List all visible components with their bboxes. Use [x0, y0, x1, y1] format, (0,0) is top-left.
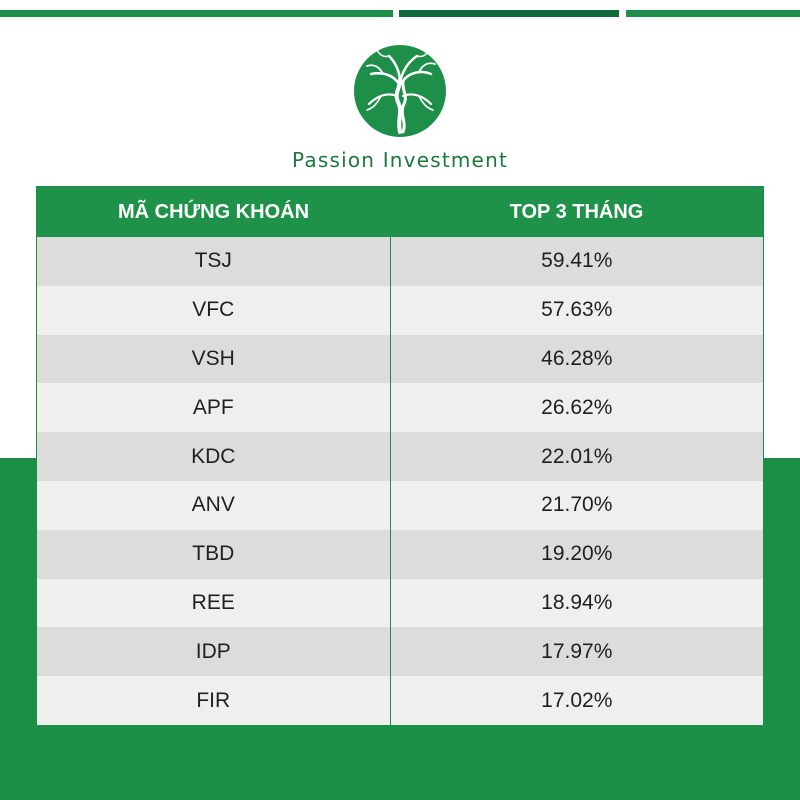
- performance-cell: 18.94%: [541, 590, 613, 614]
- table-row: VSH 46.28%: [37, 334, 763, 384]
- table-row: ANV 21.70%: [37, 480, 763, 530]
- table-row: APF 26.62%: [37, 383, 763, 433]
- brand-name: Passion Investment: [292, 148, 508, 172]
- performance-cell: 17.97%: [541, 639, 613, 663]
- stock-table: MÃ CHỨNG KHOÁN TOP 3 THÁNG TSJ 59.41% VF…: [36, 186, 764, 725]
- stock-code-cell: APF: [37, 383, 391, 433]
- performance-cell: 22.01%: [541, 444, 613, 468]
- stock-code-cell: ANV: [37, 480, 391, 530]
- performance-cell: 59.41%: [541, 249, 613, 273]
- tree-logo-icon: [354, 45, 446, 137]
- header-stock-code: MÃ CHỨNG KHOÁN: [117, 200, 310, 223]
- table-row: TBD 19.20%: [37, 529, 763, 579]
- stock-code-cell: TSJ: [37, 237, 391, 286]
- stock-code-cell: KDC: [37, 432, 391, 481]
- stock-code-cell: IDP: [37, 627, 391, 677]
- table-row: FIR 17.02%: [37, 676, 763, 725]
- top-decor-bars: [0, 10, 800, 18]
- performance-cell: 46.28%: [541, 346, 613, 370]
- performance-cell: 57.63%: [541, 298, 613, 322]
- stock-code-cell: TBD: [37, 529, 391, 579]
- performance-cell: 21.70%: [541, 493, 613, 517]
- stock-code-cell: VSH: [37, 334, 391, 384]
- table-row: REE 18.94%: [37, 578, 763, 628]
- table-row: VFC 57.63%: [37, 285, 763, 335]
- performance-cell: 26.62%: [541, 395, 613, 419]
- table-row: KDC 22.01%: [37, 432, 763, 481]
- performance-cell: 19.20%: [541, 542, 613, 566]
- top-bar-right: [626, 10, 800, 17]
- stock-code-cell: VFC: [37, 285, 391, 335]
- top-bar-middle: [399, 10, 619, 17]
- stock-code-cell: FIR: [37, 676, 391, 725]
- table-body: TSJ 59.41% VFC 57.63% VSH 46.28% APF 26.…: [37, 237, 763, 725]
- table-header: MÃ CHỨNG KHOÁN TOP 3 THÁNG: [37, 187, 763, 237]
- top-bar-left: [0, 10, 393, 17]
- performance-cell: 17.02%: [541, 688, 613, 712]
- stock-code-cell: REE: [37, 578, 391, 628]
- table-row: IDP 17.97%: [37, 627, 763, 677]
- header-top-3-months: TOP 3 THÁNG: [509, 200, 644, 223]
- table-row: TSJ 59.41%: [37, 237, 763, 286]
